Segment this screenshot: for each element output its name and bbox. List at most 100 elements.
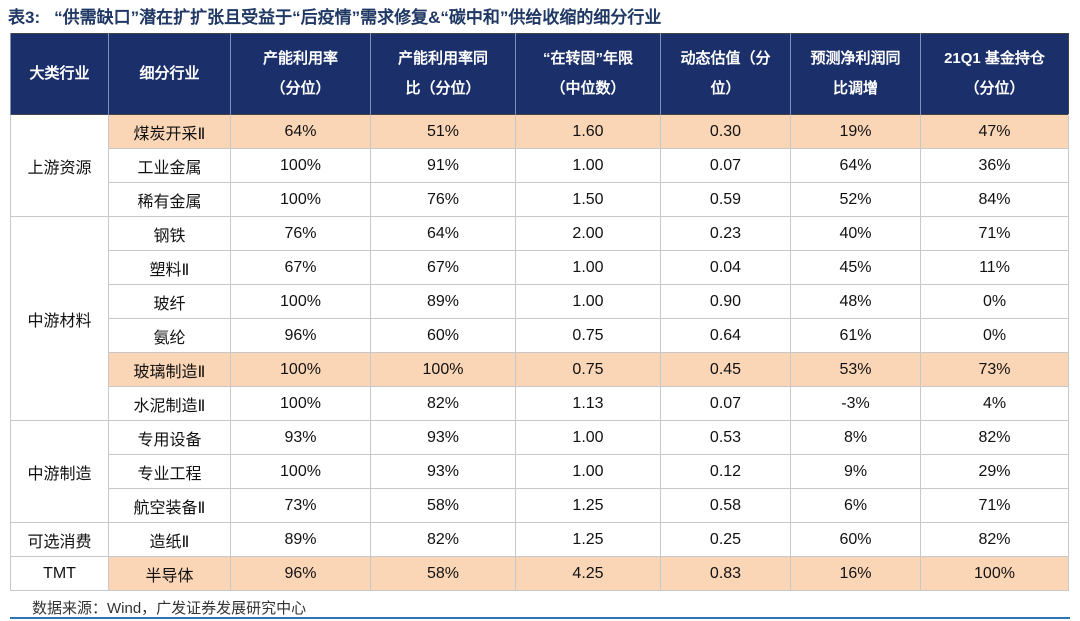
value-cell: 100%: [230, 454, 371, 489]
industry-cell: 航空装备Ⅱ: [108, 488, 231, 523]
table-row: 航空装备Ⅱ 73% 58% 1.25 0.58 6% 71%: [11, 488, 1069, 523]
value-cell: 1.00: [515, 250, 661, 285]
header-cell: 大类行业: [10, 33, 109, 115]
header-cell: 产能利用率 （分位）: [230, 33, 371, 115]
value-cell: 76%: [370, 182, 516, 217]
table-row: 工业金属 100% 91% 1.00 0.07 64% 36%: [11, 148, 1069, 183]
table-row: 专业工程 100% 93% 1.00 0.12 9% 29%: [11, 454, 1069, 489]
value-cell: 0.59: [660, 182, 791, 217]
value-cell: 1.60: [515, 114, 661, 149]
value-cell: 91%: [370, 148, 516, 183]
value-cell: 93%: [230, 420, 371, 455]
industry-cell: 塑料Ⅱ: [108, 250, 231, 285]
table-row: 水泥制造Ⅱ 100% 82% 1.13 0.07 -3% 4%: [11, 386, 1069, 421]
value-cell: -3%: [790, 386, 921, 421]
value-cell: 71%: [920, 216, 1069, 251]
value-cell: 67%: [230, 250, 371, 285]
value-cell: 16%: [790, 556, 921, 591]
value-cell: 89%: [230, 522, 371, 557]
value-cell: 73%: [230, 488, 371, 523]
value-cell: 1.50: [515, 182, 661, 217]
value-cell: 4.25: [515, 556, 661, 591]
industry-cell: 钢铁: [108, 216, 231, 251]
table-row: 玻璃制造Ⅱ 100% 100% 0.75 0.45 53% 73%: [11, 352, 1069, 387]
value-cell: 100%: [920, 556, 1069, 591]
table-row: TMT 半导体 96% 58% 4.25 0.83 16% 100%: [10, 556, 1069, 591]
value-cell: 19%: [790, 114, 921, 149]
industry-cell: 玻纤: [108, 284, 231, 319]
value-cell: 100%: [230, 148, 371, 183]
industry-cell: 水泥制造Ⅱ: [108, 386, 231, 421]
industry-cell: 工业金属: [108, 148, 231, 183]
value-cell: 93%: [370, 454, 516, 489]
value-cell: 0.83: [660, 556, 791, 591]
value-cell: 9%: [790, 454, 921, 489]
value-cell: 84%: [920, 182, 1069, 217]
value-cell: 1.00: [515, 284, 661, 319]
header-line: 位）: [710, 80, 741, 97]
value-cell: 0.90: [660, 284, 791, 319]
value-cell: 29%: [920, 454, 1069, 489]
header-cell: 预测净利润同 比调增: [790, 33, 921, 115]
group-cell: 中游制造: [10, 420, 109, 523]
title: 表3: “供需缺口”潜在扩扩张且受益于“后疫情”需求修复&“碳中和”供给收缩的细分…: [8, 3, 675, 28]
value-cell: 11%: [920, 250, 1069, 285]
value-cell: 64%: [230, 114, 371, 149]
value-cell: 0.07: [660, 386, 791, 421]
value-cell: 0.45: [660, 352, 791, 387]
value-cell: 47%: [920, 114, 1069, 149]
industry-cell: 氨纶: [108, 318, 231, 353]
industry-cell: 稀有金属: [108, 182, 231, 217]
bottom-rule: [10, 617, 1070, 619]
value-cell: 58%: [370, 556, 516, 591]
value-cell: 61%: [790, 318, 921, 353]
value-cell: 100%: [230, 352, 371, 387]
table-row: 中游材料 钢铁 76% 64% 2.00 0.23 40% 71%: [10, 216, 1069, 421]
header-cell: 细分行业: [108, 33, 231, 115]
value-cell: 1.13: [515, 386, 661, 421]
value-cell: 1.25: [515, 488, 661, 523]
table-row: 玻纤 100% 89% 1.00 0.90 48% 0%: [11, 284, 1069, 319]
value-cell: 4%: [920, 386, 1069, 421]
value-cell: 0.64: [660, 318, 791, 353]
value-cell: 0.23: [660, 216, 791, 251]
value-cell: 36%: [920, 148, 1069, 183]
group-cell: TMT: [10, 556, 109, 591]
value-cell: 100%: [370, 352, 516, 387]
header-line: （分位）: [964, 80, 1025, 97]
value-cell: 53%: [790, 352, 921, 387]
value-cell: 6%: [790, 488, 921, 523]
industry-cell: 专用设备: [108, 420, 231, 455]
value-cell: 51%: [370, 114, 516, 149]
value-cell: 82%: [920, 420, 1069, 455]
table-row: 可选消费 造纸Ⅱ 89% 82% 1.25 0.25 60% 82%: [10, 522, 1069, 557]
value-cell: 0%: [920, 284, 1069, 319]
source: 数据来源：Wind，广发证券发展研究中心: [32, 600, 307, 617]
value-cell: 45%: [790, 250, 921, 285]
value-cell: 0.25: [660, 522, 791, 557]
title-label: 表3:: [8, 8, 41, 27]
value-cell: 100%: [230, 182, 371, 217]
header-line: 细分行业: [139, 65, 200, 82]
value-cell: 52%: [790, 182, 921, 217]
table-row: 稀有金属 100% 76% 1.50 0.59 52% 84%: [11, 182, 1069, 217]
header-line: （中位数）: [550, 80, 626, 97]
header-row: 大类行业 细分行业 产能利用率 （分位） 产能利用率同 比（分位） “在转固”年限 （中位数）…: [10, 33, 1069, 115]
table-row: 氨纶 96% 60% 0.75 0.64 61% 0%: [11, 318, 1069, 353]
value-cell: 64%: [790, 148, 921, 183]
group-cell: 可选消费: [10, 522, 109, 557]
header-line: 比（分位）: [405, 80, 481, 97]
value-cell: 0.12: [660, 454, 791, 489]
industry-cell: 煤炭开采Ⅱ: [108, 114, 231, 149]
table-row: 塑料Ⅱ 67% 67% 1.00 0.04 45% 11%: [11, 250, 1069, 285]
value-cell: 48%: [790, 284, 921, 319]
value-cell: 100%: [230, 386, 371, 421]
header-line: 产能利用率: [262, 50, 338, 67]
value-cell: 93%: [370, 420, 516, 455]
value-cell: 0.75: [515, 352, 661, 387]
header-cell: “在转固”年限 （中位数）: [515, 33, 661, 115]
header-cell: 产能利用率同 比（分位）: [370, 33, 516, 115]
table-row: 中游制造 专用设备 93% 93% 1.00 0.53 8% 82%: [10, 420, 1069, 523]
value-cell: 1.00: [515, 148, 661, 183]
